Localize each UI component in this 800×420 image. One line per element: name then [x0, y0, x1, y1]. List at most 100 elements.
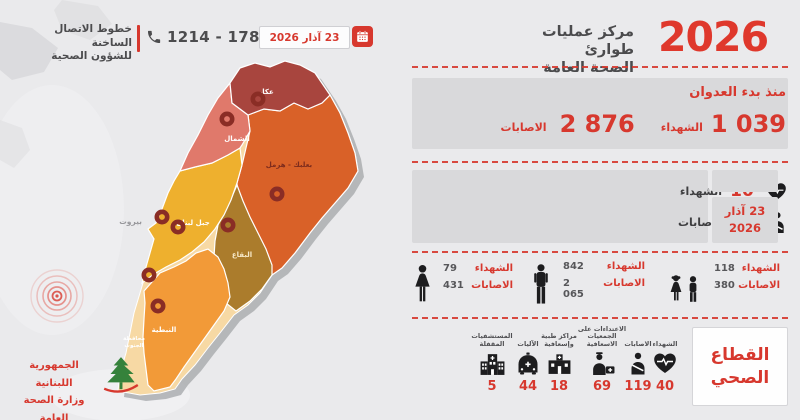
- dashed-divider: [412, 161, 788, 163]
- health-sector-title-box: القطاع الصحي: [692, 327, 788, 406]
- men-injuries-value: 2 065: [563, 278, 584, 300]
- sector-item-injuries: الاصابات 119: [612, 330, 664, 398]
- page-title-line1: مركز عمليات طوارئ: [542, 24, 634, 59]
- men-injuries-label: الاصابات: [603, 278, 645, 289]
- children-injuries-label: الاصابات: [738, 280, 780, 291]
- children-icon: [670, 275, 697, 302]
- ambulance-icon: [516, 349, 540, 377]
- men-martyrs-label: الشهداء: [606, 261, 645, 272]
- sector-closed-hospitals-label: المستشفيات المقفلة: [471, 332, 513, 349]
- page-title-line2: الصحة العامة: [543, 60, 634, 77]
- today-date-line1: 23 آذار: [724, 203, 766, 218]
- map-pin: [150, 298, 166, 314]
- map-label-south-line1: محافظة: [123, 336, 145, 342]
- health-sector-title-line1: القطاع: [710, 345, 770, 366]
- region-north: [178, 81, 251, 172]
- sector-martyrs-label: الشهداء: [652, 340, 678, 349]
- hotline-numbers: 1214 - 1787: [167, 28, 271, 46]
- map-label-bekaa: البقاع: [232, 251, 252, 259]
- map-pins: [141, 91, 285, 314]
- map-label-beirut: بيروت: [119, 217, 142, 226]
- sector-injuries-label: الاصابات: [624, 340, 652, 349]
- map-label-mount-lebanon: جبل لبنان: [176, 219, 210, 227]
- women-injuries-value: 431: [443, 280, 464, 291]
- since-start-stats: 1 039 الشهداء 2 876 الاصابات: [501, 112, 786, 136]
- women-martyrs-value: 79: [443, 263, 457, 274]
- dashed-divider: [412, 66, 788, 68]
- header-divider-bar: [137, 25, 140, 52]
- sector-closed-hospitals-value: 5: [487, 379, 497, 394]
- map-label-akkar: عكار: [257, 88, 274, 96]
- today-panel: [412, 170, 708, 243]
- hotline-label: خطوط الاتصال الساخنة للشؤون الصحية: [38, 23, 132, 64]
- hotline-label-line1: خطوط الاتصال الساخنة: [54, 23, 132, 49]
- side-box-empty: [712, 170, 778, 192]
- dashed-divider: [412, 317, 788, 319]
- medical-center-icon: [547, 349, 572, 377]
- woman-icon: [415, 264, 430, 302]
- children-injuries-value: 380: [714, 280, 735, 291]
- sector-vehicles-label: الآليات: [517, 340, 539, 349]
- hotline-label-line2: للشؤون الصحية: [51, 50, 132, 63]
- lebanon-map: عكار الشمال بعلبك - هرمل جبل لبنان بيروت…: [117, 60, 364, 401]
- since-start-panel: [412, 78, 788, 149]
- ministry-logo-text: الجمهورية اللبنانية وزارة الصحة العامة: [10, 357, 98, 420]
- women-group: 79 431 الشهداء الاصابات: [412, 260, 513, 308]
- hospital-icon: [479, 349, 506, 377]
- sector-attacks-label: الاعتداءات على الجمعيات الاسعافية: [577, 324, 627, 349]
- map-label-north: الشمال: [224, 135, 250, 143]
- sector-vehicles-value: 44: [518, 379, 538, 394]
- map-pin: [170, 219, 186, 235]
- cedar-logo-icon: [103, 357, 139, 393]
- page-title: مركز عمليات طوارئ الصحة العامة: [488, 23, 634, 77]
- sector-attacks-value: 69: [592, 379, 612, 394]
- paramedic-icon: [590, 349, 615, 377]
- dashed-divider: [412, 251, 788, 253]
- today-martyrs-label: الشهداء: [679, 184, 722, 198]
- map-pin: [269, 186, 285, 202]
- calendar-icon: [352, 26, 373, 47]
- since-injuries-value: 2 876: [559, 110, 635, 138]
- sector-item-martyrs: الشهداء 40: [640, 330, 690, 398]
- men-martyrs-value: 842: [563, 261, 584, 272]
- since-martyrs-label: الشهداء: [660, 121, 703, 134]
- children-group: 118 380 الشهداء الاصابات: [668, 260, 780, 304]
- map-label-baalbek-hermel: بعلبك - هرمل: [266, 161, 313, 169]
- children-martyrs-label: الشهداء: [741, 263, 780, 274]
- women-martyrs-label: الشهداء: [474, 263, 513, 274]
- injured-person-icon: [628, 349, 648, 377]
- sector-medical-centers-label: مراكز طبية وإسعافية: [541, 332, 577, 349]
- today-date-line2: 2026: [729, 221, 762, 235]
- children-martyrs-value: 118: [714, 263, 735, 274]
- sector-item-closed-hospitals: المستشفيات المقفلة 5: [463, 330, 521, 398]
- women-injuries-label: الاصابات: [471, 280, 513, 291]
- health-sector-title-line2: الصحي: [710, 367, 770, 388]
- map-pin: [219, 111, 235, 127]
- ministry-logo-line2: وزارة الصحة العامة: [23, 395, 85, 420]
- men-group: 842 2 065 الشهداء الاصابات: [531, 258, 645, 310]
- heart-pulse-icon: [653, 349, 677, 377]
- year-heading: 2026: [658, 13, 769, 61]
- since-injuries-label: الاصابات: [500, 121, 547, 134]
- date-badge: 23 آذار 2026: [259, 26, 350, 49]
- map-pin: [250, 91, 266, 107]
- sector-item-vehicles: الآليات 44: [503, 330, 553, 398]
- sector-item-medical-centers: مراكز طبية وإسعافية 18: [531, 330, 587, 398]
- map-pin: [220, 217, 236, 233]
- since-martyrs-value: 1 039: [710, 110, 786, 138]
- sector-medical-centers-value: 18: [549, 379, 569, 394]
- since-start-heading: منذ بدء العدوان: [689, 85, 786, 100]
- sector-martyrs-value: 40: [655, 379, 675, 394]
- phone-icon: [148, 30, 161, 43]
- map-pin: [154, 209, 170, 225]
- map-label-south-line2: الجنوب: [124, 343, 143, 349]
- region-nabatieh: [142, 248, 231, 392]
- man-icon: [534, 264, 548, 304]
- today-date-box: 23 آذار 2026: [712, 197, 778, 243]
- map-pin: [141, 267, 157, 283]
- map-label-nabatieh: النبطية: [152, 326, 177, 334]
- sector-injuries-value: 119: [624, 379, 652, 394]
- sector-item-attacks: الاعتداءات على الجمعيات الاسعافية 69: [574, 325, 630, 398]
- impact-rings-icon: [30, 269, 84, 323]
